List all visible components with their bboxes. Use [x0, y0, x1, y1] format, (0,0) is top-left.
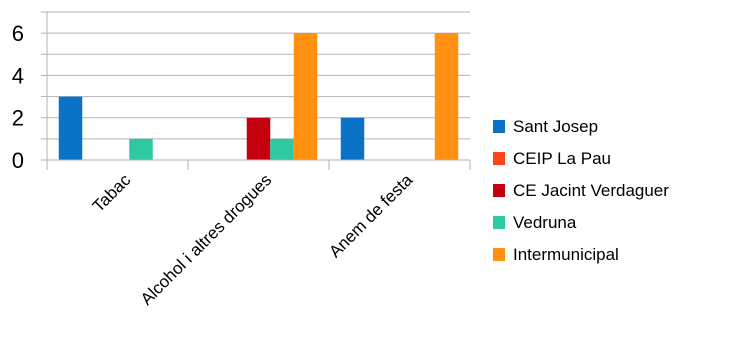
category-label: Tabac — [89, 170, 135, 216]
bars — [58, 33, 459, 161]
legend-swatch — [493, 248, 505, 261]
bar — [340, 117, 365, 160]
bar — [129, 138, 153, 160]
legend-swatch — [493, 184, 505, 197]
bar — [270, 138, 294, 160]
y-tick-label: 2 — [12, 106, 24, 131]
category-label: Alcohol i altres drogues — [137, 170, 275, 308]
legend-label: Sant Josep — [513, 117, 598, 136]
legend-label: Vedruna — [513, 213, 577, 232]
legend-swatch — [493, 120, 505, 133]
axes — [41, 11, 471, 170]
y-tick-label: 0 — [12, 148, 24, 173]
bar — [246, 117, 271, 160]
bar — [434, 33, 459, 161]
legend-label: CEIP La Pau — [513, 149, 611, 168]
legend-label: Intermunicipal — [513, 245, 619, 264]
y-tick-labels: 0 2 4 6 — [12, 21, 24, 173]
legend-swatch — [493, 152, 505, 165]
category-labels: Tabac Alcohol i altres drogues Anem de fes… — [89, 170, 417, 309]
legend-label: CE Jacint Verdaguer — [513, 181, 669, 200]
bar — [293, 33, 318, 161]
legend: Sant Josep CEIP La Pau CE Jacint Verdaguer… — [493, 117, 669, 264]
y-tick-label: 6 — [12, 21, 24, 46]
bar — [58, 96, 83, 160]
category-label: Anem de festa — [325, 170, 416, 261]
legend-swatch — [493, 216, 505, 229]
y-tick-label: 4 — [12, 63, 24, 88]
